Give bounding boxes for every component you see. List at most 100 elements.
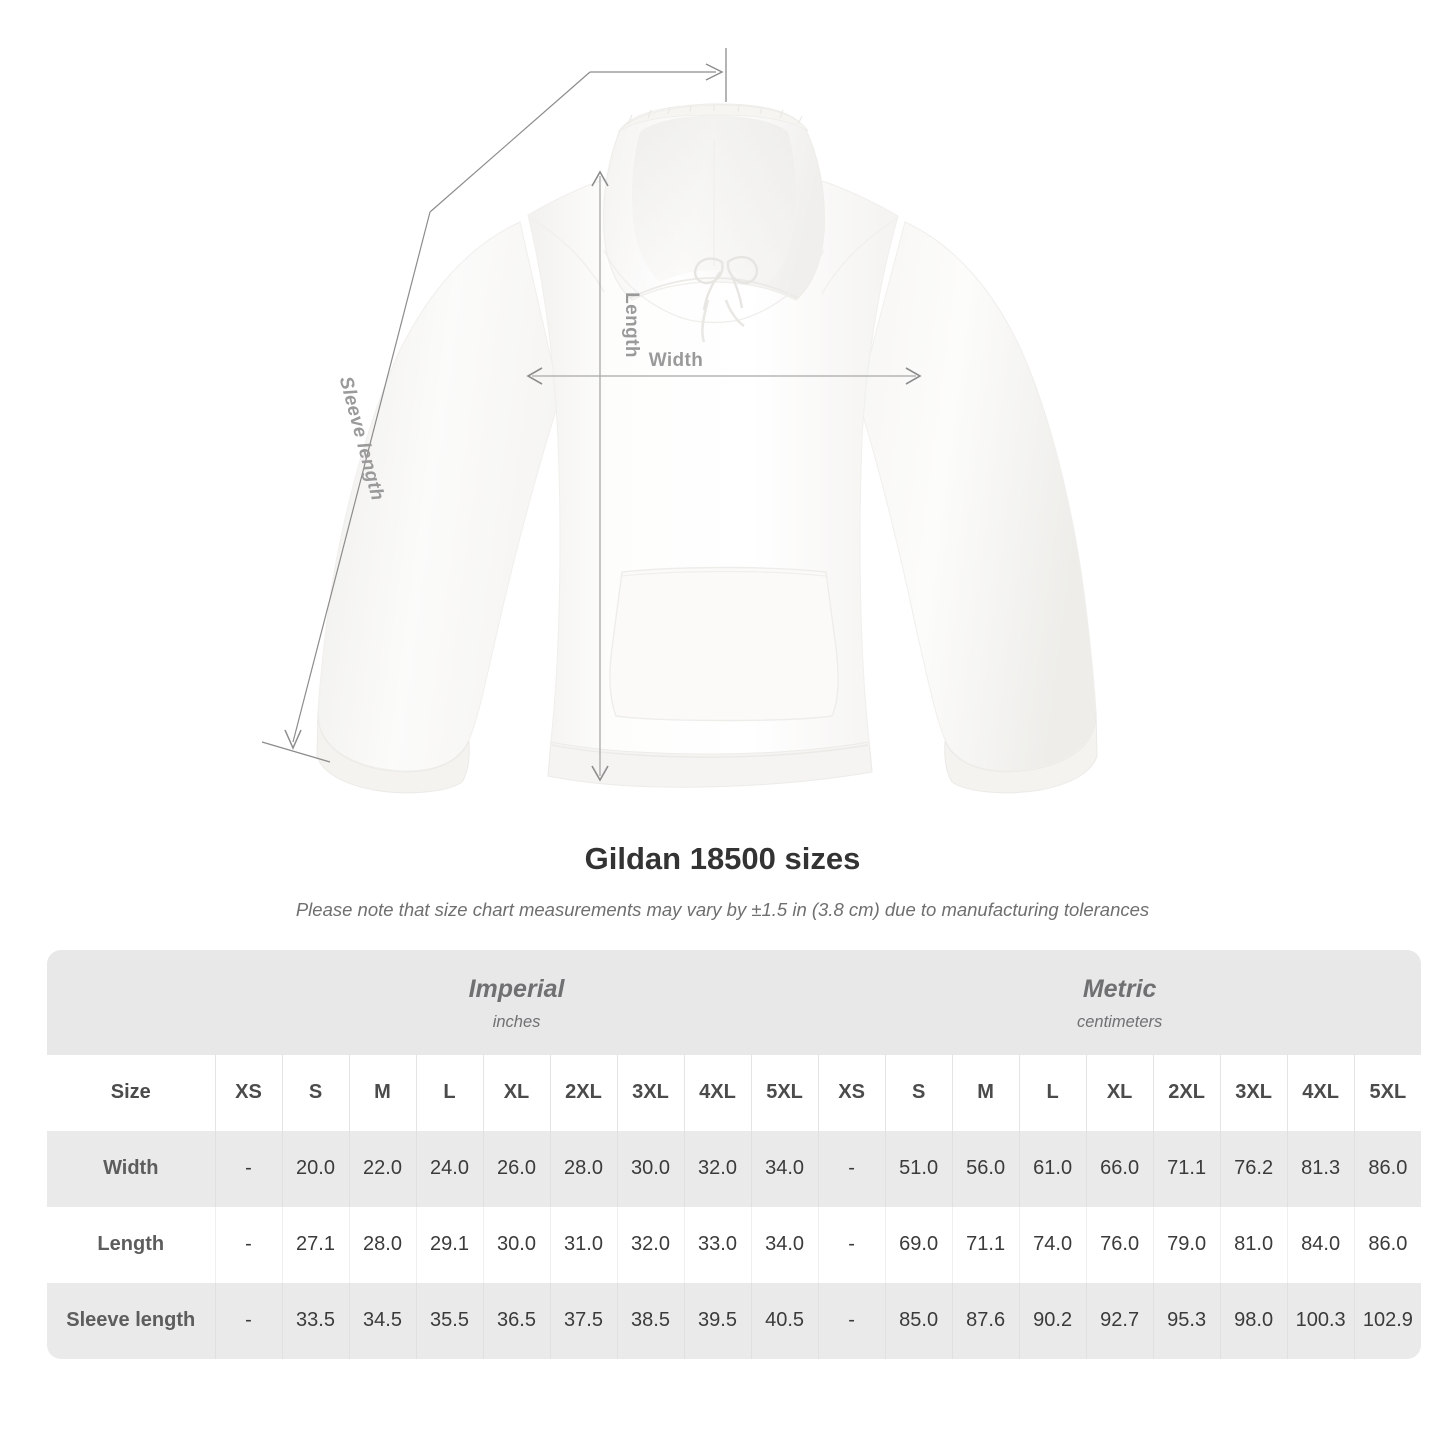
size-header-row: Size XS S M L XL 2XL 3XL 4XL 5XL XS S M …: [47, 1054, 1422, 1131]
cell-width-imperial-l: 24.0: [415, 1130, 483, 1207]
unit-header-metric: Metric centimeters: [818, 950, 1422, 1055]
cell-length-metric-2xl: 79.0: [1152, 1206, 1221, 1283]
size-table-container: Imperial inches Metric centimeters Size …: [47, 950, 1422, 1359]
cell-width-imperial-5xl: 34.0: [750, 1130, 819, 1207]
cell-length-imperial-m: 28.0: [348, 1206, 416, 1283]
size-col-metric-l: L: [1018, 1054, 1087, 1131]
cell-width-imperial-2xl: 28.0: [549, 1130, 617, 1207]
cell-length-imperial-xl: 30.0: [482, 1206, 550, 1283]
cell-sleeve-imperial-2xl: 37.5: [549, 1282, 617, 1359]
tolerance-note: Please note that size chart measurements…: [295, 899, 1150, 921]
cell-sleeve-metric-l: 90.2: [1018, 1282, 1087, 1359]
unit-header-row: Imperial inches Metric centimeters: [47, 950, 1422, 1055]
cell-sleeve-imperial-s: 33.5: [281, 1282, 349, 1359]
cell-length-metric-4xl: 84.0: [1286, 1206, 1355, 1283]
size-col-imperial-m: M: [348, 1054, 416, 1131]
cell-sleeve-metric-5xl: 102.9: [1353, 1282, 1422, 1359]
sleeve-length-dimension-line: [261, 48, 727, 763]
size-col-metric-s: S: [884, 1054, 953, 1131]
cell-length-metric-5xl: 86.0: [1353, 1206, 1422, 1283]
cell-sleeve-imperial-xl: 36.5: [482, 1282, 550, 1359]
cell-width-metric-s: 51.0: [884, 1130, 953, 1207]
size-col-metric-2xl: 2XL: [1152, 1054, 1221, 1131]
cell-width-imperial-xl: 26.0: [482, 1130, 550, 1207]
hoodie-diagram: Length Width Sleeve length: [261, 48, 1098, 794]
cell-width-metric-m: 56.0: [951, 1130, 1020, 1207]
size-col-metric-xl: XL: [1085, 1054, 1154, 1131]
cell-width-metric-xl: 66.0: [1085, 1130, 1154, 1207]
cell-width-metric-xs: -: [817, 1130, 886, 1207]
cell-sleeve-metric-m: 87.6: [951, 1282, 1020, 1359]
cell-length-metric-xs: -: [817, 1206, 886, 1283]
cell-sleeve-imperial-xs: -: [214, 1282, 282, 1359]
size-col-imperial-2xl: 2XL: [549, 1054, 617, 1131]
size-col-imperial-xl: XL: [482, 1054, 550, 1131]
size-col-metric-xs: XS: [817, 1054, 886, 1131]
cell-sleeve-metric-3xl: 98.0: [1219, 1282, 1288, 1359]
width-label: Width: [649, 350, 704, 371]
cell-width-metric-3xl: 76.2: [1219, 1130, 1288, 1207]
unit-corner-cell: [47, 950, 215, 1055]
cell-width-metric-5xl: 86.0: [1353, 1130, 1422, 1207]
size-col-metric-m: M: [951, 1054, 1020, 1131]
length-dimension-line: [591, 170, 609, 782]
cell-length-imperial-5xl: 34.0: [750, 1206, 819, 1283]
chart-title-block: Gildan 18500 sizes Please note that size…: [0, 840, 1445, 921]
width-dimension-line: [526, 367, 922, 385]
cell-width-metric-2xl: 71.1: [1152, 1130, 1221, 1207]
cell-width-imperial-m: 22.0: [348, 1130, 416, 1207]
cell-length-metric-3xl: 81.0: [1219, 1206, 1288, 1283]
cell-length-imperial-2xl: 31.0: [549, 1206, 617, 1283]
hoodie-illustration: [316, 103, 1098, 794]
cell-width-imperial-xs: -: [214, 1130, 282, 1207]
cell-sleeve-imperial-l: 35.5: [415, 1282, 483, 1359]
cell-sleeve-metric-4xl: 100.3: [1286, 1282, 1355, 1359]
unit-name-imperial: Imperial: [468, 975, 565, 1003]
cell-length-metric-l: 74.0: [1018, 1206, 1087, 1283]
size-table: Imperial inches Metric centimeters Size …: [47, 950, 1422, 1359]
cell-length-imperial-3xl: 32.0: [616, 1206, 684, 1283]
row-label-length: Length: [47, 1206, 215, 1283]
row-label-width: Width: [47, 1130, 215, 1207]
cell-sleeve-imperial-4xl: 39.5: [683, 1282, 751, 1359]
cell-length-imperial-l: 29.1: [415, 1206, 483, 1283]
cell-sleeve-metric-xl: 92.7: [1085, 1282, 1154, 1359]
cell-sleeve-imperial-3xl: 38.5: [616, 1282, 684, 1359]
size-header-label: Size: [47, 1054, 215, 1131]
size-col-imperial-5xl: 5XL: [750, 1054, 819, 1131]
table-row-sleeve-length: Sleeve length - 33.5 34.5 35.5 36.5 37.5…: [47, 1282, 1422, 1359]
unit-header-imperial: Imperial inches: [215, 950, 819, 1055]
cell-length-imperial-4xl: 33.0: [683, 1206, 751, 1283]
size-col-imperial-l: L: [415, 1054, 483, 1131]
cell-width-imperial-3xl: 30.0: [616, 1130, 684, 1207]
cell-width-imperial-4xl: 32.0: [683, 1130, 751, 1207]
table-row-length: Length - 27.1 28.0 29.1 30.0 31.0 32.0 3…: [47, 1206, 1422, 1283]
size-col-imperial-s: S: [281, 1054, 349, 1131]
size-col-metric-5xl: 5XL: [1353, 1054, 1422, 1131]
size-col-imperial-xs: XS: [214, 1054, 282, 1131]
cell-sleeve-metric-xs: -: [817, 1282, 886, 1359]
cell-sleeve-metric-2xl: 95.3: [1152, 1282, 1221, 1359]
cell-sleeve-metric-s: 85.0: [884, 1282, 953, 1359]
cell-length-imperial-s: 27.1: [281, 1206, 349, 1283]
size-chart-illustration: Length Width Sleeve length: [261, 48, 1098, 794]
measurement-guides: [261, 48, 922, 782]
unit-sub-imperial: inches: [492, 1012, 541, 1031]
table-row-width: Width - 20.0 22.0 24.0 26.0 28.0 30.0 32…: [47, 1130, 1422, 1207]
size-col-metric-3xl: 3XL: [1219, 1054, 1288, 1131]
row-label-sleeve-length: Sleeve length: [47, 1282, 215, 1359]
length-label: Length: [621, 292, 642, 358]
cell-width-metric-4xl: 81.3: [1286, 1130, 1355, 1207]
cell-length-imperial-xs: -: [214, 1206, 282, 1283]
cell-width-imperial-s: 20.0: [281, 1130, 349, 1207]
size-col-metric-4xl: 4XL: [1286, 1054, 1355, 1131]
page-title: Gildan 18500 sizes: [584, 841, 861, 876]
size-col-imperial-4xl: 4XL: [683, 1054, 751, 1131]
cell-sleeve-imperial-m: 34.5: [348, 1282, 416, 1359]
cell-length-metric-m: 71.1: [951, 1206, 1020, 1283]
cell-width-metric-l: 61.0: [1018, 1130, 1087, 1207]
cell-length-metric-s: 69.0: [884, 1206, 953, 1283]
unit-name-metric: Metric: [1082, 975, 1157, 1003]
cell-length-metric-xl: 76.0: [1085, 1206, 1154, 1283]
cell-sleeve-imperial-5xl: 40.5: [750, 1282, 819, 1359]
